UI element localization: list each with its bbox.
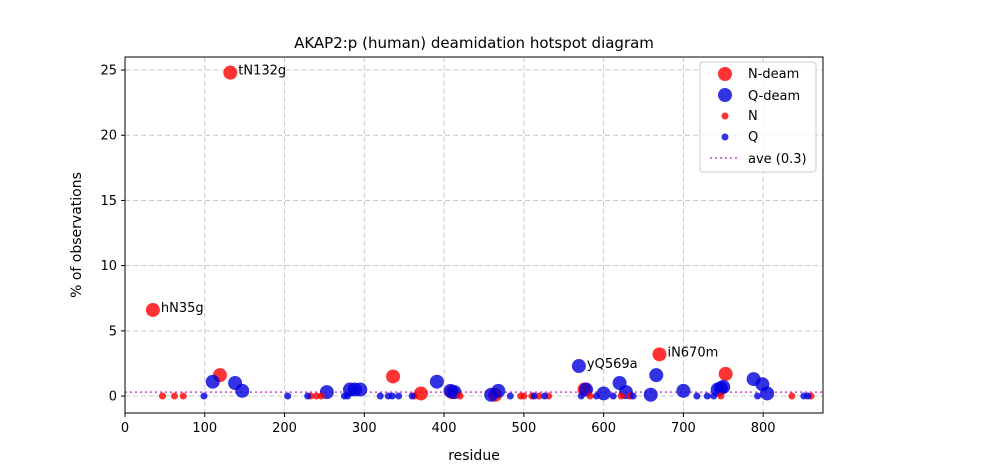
q-deam-point [716, 379, 731, 394]
legend: N-deam Q-deam N Q ave (0.3) [699, 61, 817, 173]
plot-frame [124, 56, 824, 414]
q-point [284, 392, 292, 400]
q-deam-point [643, 387, 658, 402]
n-deam-point [145, 302, 160, 317]
q-deam-point [429, 374, 444, 389]
q-point [541, 392, 549, 400]
n-point [312, 392, 320, 400]
n-point [520, 392, 528, 400]
q-deam-point [491, 383, 506, 398]
q-deam-point [235, 383, 250, 398]
q-point [754, 392, 762, 400]
y-tick-label: 25 [100, 64, 117, 79]
chart-title: AKAP2:p (human) deamidation hotspot diag… [294, 34, 654, 52]
legend-label-q: Q [748, 130, 758, 145]
n-point [179, 392, 187, 400]
legend-marker-q [721, 133, 729, 141]
y-tick-label: 5 [109, 324, 117, 339]
legend-label-n-deam: N-deam [748, 67, 799, 82]
q-point [804, 392, 812, 400]
x-tick-label: 100 [192, 421, 217, 436]
q-point [304, 392, 312, 400]
x-tick-label: 600 [591, 421, 616, 436]
point-annotation: hN35g [161, 301, 204, 316]
q-point [577, 392, 585, 400]
n-deam-point [223, 65, 238, 80]
q-point [200, 392, 208, 400]
n-point [535, 392, 543, 400]
q-point [506, 392, 514, 400]
n-deam-point [386, 369, 401, 384]
q-deam-point [353, 382, 368, 397]
n-point [317, 392, 325, 400]
q-point [710, 392, 718, 400]
x-tick-label: 800 [751, 421, 776, 436]
q-point [408, 392, 416, 400]
n-point [617, 392, 625, 400]
y-tick-label: 15 [100, 194, 117, 209]
n-point [788, 392, 796, 400]
point-annotation: yQ569a [587, 357, 638, 372]
q-point [395, 392, 403, 400]
q-point [693, 392, 701, 400]
q-deam-point [571, 359, 586, 374]
legend-label-n: N [748, 109, 758, 124]
q-point [344, 392, 352, 400]
q-point [592, 392, 600, 400]
legend-label-q-deam: Q-deam [748, 89, 800, 104]
q-point [703, 392, 711, 400]
q-point [609, 392, 617, 400]
q-point [388, 392, 396, 400]
legend-marker-n-deam [718, 67, 732, 81]
n-point [158, 392, 166, 400]
y-tick-label: 20 [100, 129, 117, 144]
n-point [586, 392, 594, 400]
x-tick-label: 200 [272, 421, 297, 436]
q-deam-point [596, 386, 611, 401]
y-tick-label: 0 [109, 390, 117, 405]
x-tick-label: 400 [432, 421, 457, 436]
y-axis-title: % of observations [69, 172, 85, 298]
q-deam-point [760, 386, 775, 401]
q-point [530, 392, 538, 400]
x-tick-label: 700 [671, 421, 696, 436]
annotations: hN35g tN132g yQ569a iN670m [161, 64, 718, 372]
axis-ticks: 0 100 200 300 400 500 600 700 800 0 5 10 15 20 25 [100, 64, 775, 436]
q-deam-point [649, 368, 664, 383]
legend-marker-n [721, 112, 729, 120]
point-annotation: tN132g [238, 64, 286, 79]
y-tick-label: 10 [100, 259, 117, 274]
q-deam-point [205, 374, 220, 389]
x-tick-label: 300 [352, 421, 377, 436]
x-axis-title: residue [448, 448, 500, 464]
q-point [629, 392, 637, 400]
q-point [376, 392, 384, 400]
n-deam-point [652, 347, 667, 362]
x-tick-label: 0 [121, 421, 129, 436]
legend-marker-q-deam [718, 88, 732, 102]
n-deam-point [718, 366, 733, 381]
q-deam-point [676, 383, 691, 398]
n-point [456, 392, 464, 400]
x-tick-label: 500 [511, 421, 536, 436]
n-point [717, 392, 725, 400]
legend-label-average: ave (0.3) [748, 152, 807, 167]
point-annotation: iN670m [667, 345, 718, 360]
n-point [170, 392, 178, 400]
data-points [145, 65, 815, 402]
